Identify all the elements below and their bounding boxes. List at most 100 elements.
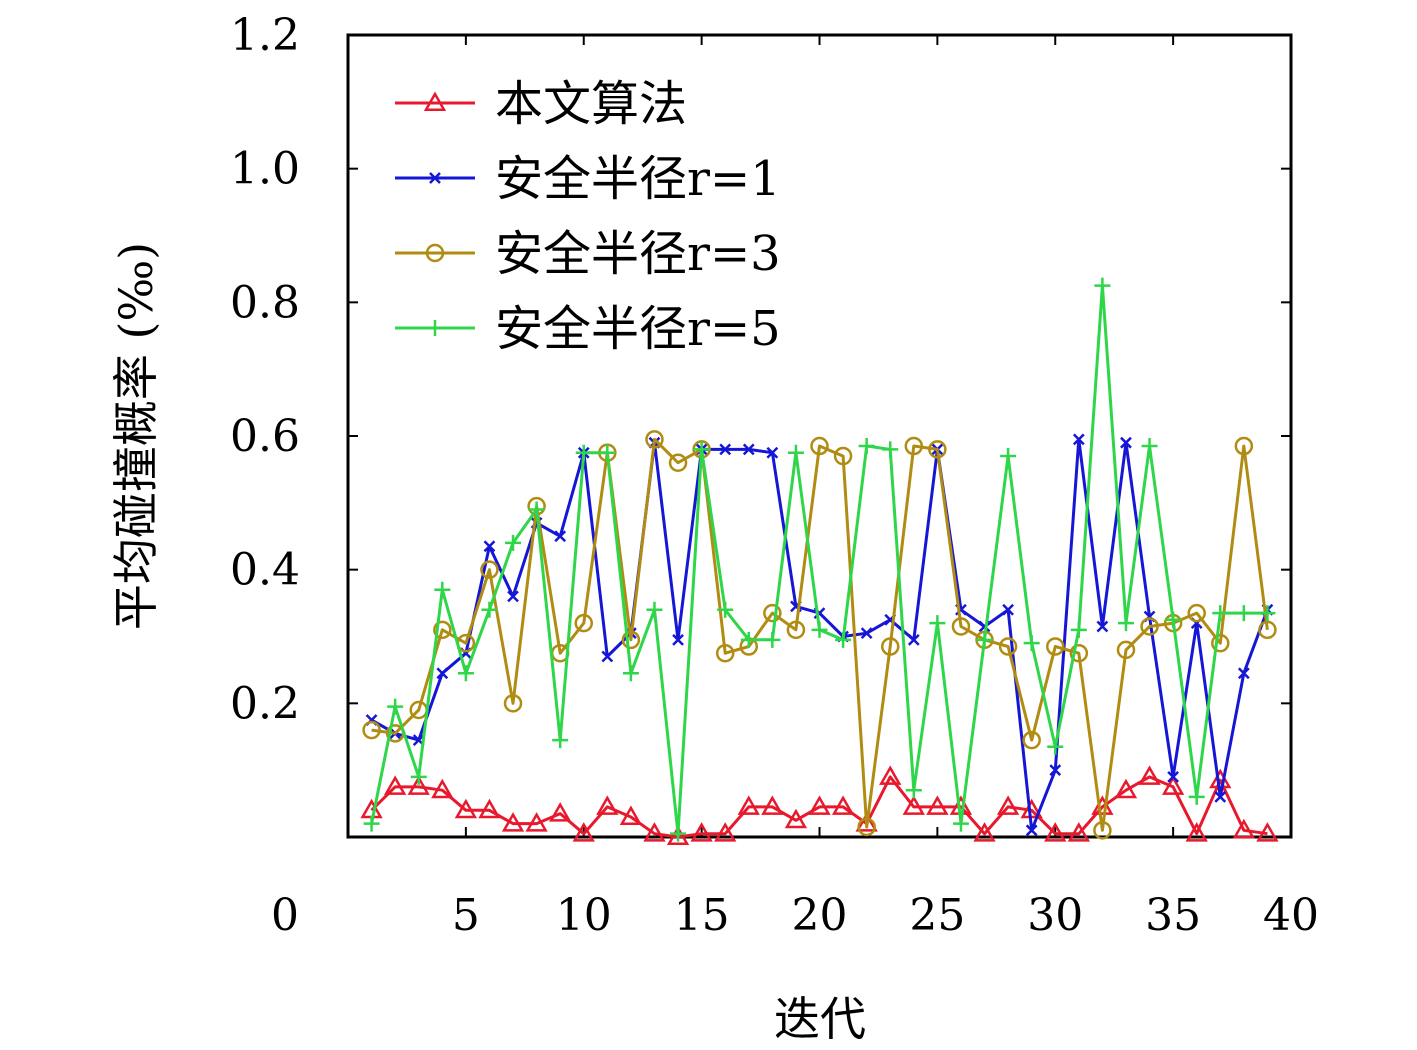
legend-entry-2: 安全半径r=1 xyxy=(395,151,781,207)
data-point xyxy=(1072,433,1085,446)
data-point xyxy=(719,443,732,456)
data-point xyxy=(410,768,427,785)
data-point xyxy=(407,775,430,795)
data-point xyxy=(998,637,1018,656)
data-point xyxy=(693,441,710,458)
series-line xyxy=(370,284,1268,836)
legend-entry-1: 本文算法 xyxy=(395,76,687,132)
data-point xyxy=(737,795,760,815)
data-point xyxy=(1096,620,1109,633)
data-point xyxy=(1167,770,1180,783)
legend-label: 安全半径r=5 xyxy=(495,301,781,357)
data-point xyxy=(1044,822,1067,842)
data-point xyxy=(1211,633,1230,653)
data-point xyxy=(670,825,687,842)
series-1 xyxy=(360,765,1279,845)
data-point xyxy=(976,631,993,648)
data-point xyxy=(554,530,567,543)
data-point xyxy=(1187,603,1206,623)
data-point xyxy=(1120,436,1132,449)
data-point xyxy=(507,590,519,603)
data-point xyxy=(1185,822,1208,842)
data-point xyxy=(882,441,899,458)
x-tick-label: 40 xyxy=(1263,890,1319,941)
data-point xyxy=(929,615,946,632)
data-point xyxy=(787,444,804,461)
y-tick-label: 0.2 xyxy=(230,678,300,729)
data-point xyxy=(1046,637,1065,656)
x-tick-label: 35 xyxy=(1145,890,1201,941)
data-point xyxy=(668,453,688,472)
data-point xyxy=(575,444,592,461)
data-point xyxy=(810,436,829,456)
data-point xyxy=(528,501,545,518)
data-point xyxy=(1070,621,1087,638)
y-tick-label: 0.4 xyxy=(230,545,300,596)
data-point xyxy=(1023,635,1040,652)
data-point xyxy=(1114,778,1138,799)
data-point xyxy=(1138,765,1161,785)
data-point xyxy=(672,633,684,646)
data-point xyxy=(835,631,852,648)
data-point xyxy=(860,627,873,640)
data-point xyxy=(1214,791,1227,803)
data-point xyxy=(645,430,664,449)
data-point xyxy=(1025,824,1038,837)
data-point xyxy=(857,817,876,837)
data-point xyxy=(763,603,782,623)
legend-entry-3: 安全半径r=3 xyxy=(395,226,781,282)
data-point xyxy=(387,698,404,715)
data-point xyxy=(1235,605,1252,622)
data-point xyxy=(481,601,498,618)
data-point xyxy=(622,665,639,682)
data-point xyxy=(690,822,713,842)
data-point xyxy=(1259,605,1276,622)
data-point xyxy=(926,795,949,815)
data-point xyxy=(764,631,781,648)
y-tick-label: 1.2 xyxy=(230,10,300,61)
data-point xyxy=(1188,788,1205,805)
data-point xyxy=(811,621,828,638)
data-point xyxy=(1002,603,1014,616)
x-tick-label: 20 xyxy=(792,890,848,941)
data-point xyxy=(1234,436,1254,456)
data-point xyxy=(1237,667,1250,680)
data-point xyxy=(1022,730,1041,750)
data-point xyxy=(831,795,855,815)
data-point xyxy=(1069,643,1089,663)
data-point xyxy=(436,667,449,680)
series-layer xyxy=(360,277,1279,845)
data-point xyxy=(1258,620,1277,640)
data-point xyxy=(717,601,734,618)
data-point xyxy=(952,815,969,832)
plot-frame xyxy=(346,33,1293,839)
data-point xyxy=(601,650,614,663)
legend-marker xyxy=(429,172,441,184)
data-point xyxy=(433,620,452,640)
data-point xyxy=(858,438,875,455)
data-point xyxy=(1140,617,1159,636)
data-point xyxy=(363,815,380,832)
data-point xyxy=(742,443,755,456)
data-point xyxy=(1093,821,1112,840)
data-point xyxy=(1212,605,1229,622)
data-point xyxy=(714,822,737,842)
x-tick-label: 15 xyxy=(674,890,730,941)
data-point xyxy=(501,812,525,832)
x-tick-label: 25 xyxy=(909,890,965,941)
x-tick-label: 30 xyxy=(1027,890,1083,941)
data-point xyxy=(574,613,593,633)
data-point xyxy=(833,446,853,466)
data-point xyxy=(808,795,831,815)
data-point xyxy=(478,798,501,819)
data-point xyxy=(1094,277,1111,294)
data-point xyxy=(383,775,407,795)
y-tick-label: 0.8 xyxy=(230,277,300,328)
data-point xyxy=(902,795,925,815)
data-point xyxy=(905,782,922,799)
data-point xyxy=(1232,818,1256,839)
axis-ticks: 0 5 10 15 20 25 30 35 40 0.2 0.4 0.6 0.8 1.0 1.2 xyxy=(230,10,1319,941)
data-point xyxy=(503,694,523,713)
data-point xyxy=(454,798,478,819)
